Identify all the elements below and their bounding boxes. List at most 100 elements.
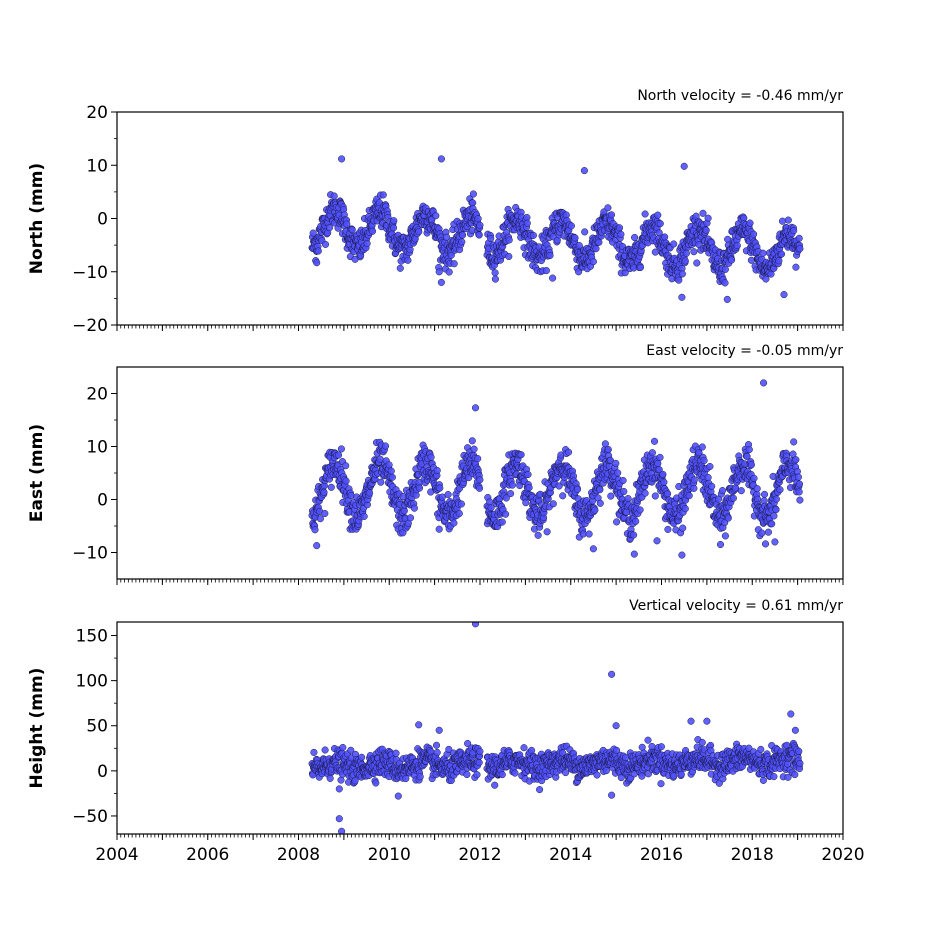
east-point xyxy=(342,462,350,470)
height-point xyxy=(602,767,610,775)
north-point xyxy=(777,250,786,258)
north-outlier-point xyxy=(678,293,686,301)
east-point xyxy=(664,525,672,533)
north-point xyxy=(778,217,787,225)
height-point xyxy=(372,779,380,787)
east-point xyxy=(475,484,484,492)
height-xtick-label: 2010 xyxy=(368,845,411,865)
north-ytick-label: 0 xyxy=(97,210,108,230)
east-point xyxy=(656,453,664,461)
north-point xyxy=(529,231,537,239)
height-ytick-label: 100 xyxy=(76,672,108,692)
height-point xyxy=(562,769,570,777)
north-point xyxy=(746,219,754,227)
north-point xyxy=(404,256,412,264)
panel-east: −10 0 10 20 East (mm) East velocity = -0.05 m… xyxy=(27,343,844,585)
north-ytick-label: 20 xyxy=(86,103,108,123)
north-point xyxy=(656,220,664,228)
north-point xyxy=(571,234,579,242)
north-point xyxy=(784,216,792,224)
north-point xyxy=(314,247,322,255)
east-point xyxy=(555,482,563,490)
east-point xyxy=(768,520,776,528)
north-outlier-point xyxy=(680,162,688,170)
east-point xyxy=(679,524,687,532)
east-point xyxy=(721,532,729,540)
north-point xyxy=(474,215,482,223)
east-point xyxy=(750,474,758,482)
height-point xyxy=(657,743,665,751)
east-point xyxy=(641,489,649,497)
height-xtick-label: 2020 xyxy=(821,845,864,865)
north-point xyxy=(681,257,689,265)
east-point xyxy=(614,469,622,477)
north-outlier-point xyxy=(780,291,788,299)
north-point xyxy=(693,259,701,267)
east-point xyxy=(410,504,418,512)
east-outlier-point xyxy=(435,525,443,533)
east-point xyxy=(704,473,712,482)
panel-north: −20 −10 0 10 20 North (mm) North velocity = -0… xyxy=(27,88,844,336)
east-point xyxy=(444,491,452,499)
north-outlier-point xyxy=(723,295,731,303)
east-point xyxy=(620,487,628,496)
east-outlier-point xyxy=(678,551,686,559)
height-point xyxy=(433,748,441,757)
north-point xyxy=(655,229,663,237)
east-point xyxy=(612,459,620,467)
north-point xyxy=(450,260,458,268)
height-point xyxy=(432,741,441,749)
east-point xyxy=(772,506,780,514)
height-point xyxy=(791,771,799,779)
east-point xyxy=(337,445,345,453)
height-point xyxy=(476,747,484,755)
east-point xyxy=(737,487,745,495)
north-point xyxy=(443,233,451,241)
height-point xyxy=(670,772,678,780)
east-point xyxy=(698,443,706,451)
east-point xyxy=(619,476,627,485)
height-outlier-point xyxy=(703,717,711,725)
north-outlier-point xyxy=(580,167,588,175)
height-point xyxy=(638,772,646,780)
height-point xyxy=(491,781,499,789)
height-point xyxy=(351,777,359,785)
east-point xyxy=(573,485,582,493)
east-point xyxy=(772,495,780,503)
east-point xyxy=(543,528,551,536)
height-xtick-label: 2018 xyxy=(731,845,774,865)
east-point xyxy=(534,531,542,539)
height-xtick-label: 2008 xyxy=(277,845,320,865)
east-point xyxy=(311,526,319,534)
east-point xyxy=(316,515,324,523)
east-point xyxy=(690,484,698,492)
north-point xyxy=(682,249,690,257)
east-point xyxy=(381,442,390,450)
height-outlier-point xyxy=(335,785,343,793)
east-point xyxy=(524,470,532,479)
height-xtick-label: 2004 xyxy=(95,845,138,865)
east-ytick-label: 20 xyxy=(86,385,108,405)
east-point xyxy=(433,466,441,475)
height-points xyxy=(308,622,804,834)
height-point xyxy=(464,739,472,748)
north-ylabel: North (mm) xyxy=(27,163,47,274)
height-frame xyxy=(116,621,844,835)
north-point xyxy=(348,226,356,234)
north-point xyxy=(389,224,398,232)
east-point xyxy=(753,485,761,493)
north-point xyxy=(567,222,575,230)
east-point xyxy=(508,481,516,489)
height-outlier-point xyxy=(435,726,443,734)
north-point xyxy=(675,276,683,284)
east-point xyxy=(795,480,804,488)
height-point xyxy=(445,745,453,753)
height-ytick-label: 150 xyxy=(76,627,108,647)
east-point xyxy=(321,509,329,518)
height-outlier-point xyxy=(791,726,799,734)
height-point xyxy=(698,738,706,747)
east-point xyxy=(729,494,737,502)
north-outlier-point xyxy=(549,274,557,282)
north-point xyxy=(724,235,732,243)
east-point xyxy=(377,478,385,486)
